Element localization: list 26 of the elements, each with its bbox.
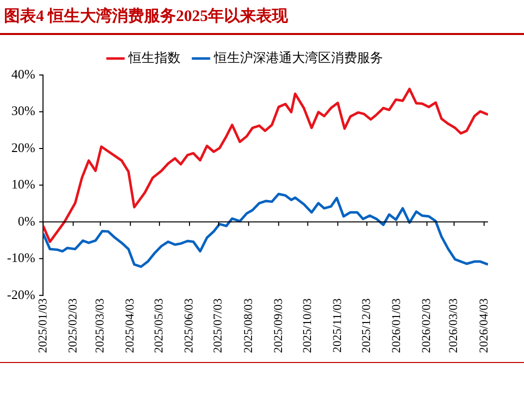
x-tick-label: 2025/08/03	[240, 298, 255, 354]
legend-label: 恒生指数	[128, 50, 180, 65]
y-tick-label: 10%	[11, 176, 36, 192]
x-tick-label: 2025/04/03	[122, 298, 137, 354]
x-tick-label: 2025/12/03	[359, 298, 374, 354]
x-tick-label: 2025/05/03	[152, 298, 166, 354]
x-tick-label: 2025/03/03	[92, 298, 106, 354]
x-tick-label: 2025/06/03	[182, 298, 196, 354]
x-tick-label: 2026/01/03	[389, 298, 404, 354]
x-tick-label: 2026/02/03	[419, 298, 434, 354]
chart-title: 图表4 恒生大湾消费服务2025年以来表现	[4, 6, 288, 27]
x-tick-label: 2025/01/03	[35, 298, 50, 354]
y-tick-label: 20%	[11, 140, 36, 155]
x-tick-label: 2026/03/03	[446, 298, 460, 354]
x-tick-label: 2025/09/03	[270, 298, 285, 354]
y-tick-label: 40%	[11, 66, 36, 82]
x-tick-label: 2025/10/03	[300, 298, 314, 354]
y-tick-label: -20%	[6, 286, 36, 302]
legend-label: 恒生沪深港通大湾区消费服务	[213, 50, 383, 65]
y-tick-label: 30%	[11, 103, 36, 118]
x-tick-label: 2025/02/03	[65, 298, 80, 354]
x-tick-label: 2025/11/03	[330, 298, 344, 353]
x-tick-label: 2026/04/03	[476, 298, 490, 354]
y-tick-label: -10%	[6, 250, 36, 266]
y-tick-label: 0%	[18, 213, 36, 228]
x-tick-label: 2025/07/03	[210, 298, 225, 354]
